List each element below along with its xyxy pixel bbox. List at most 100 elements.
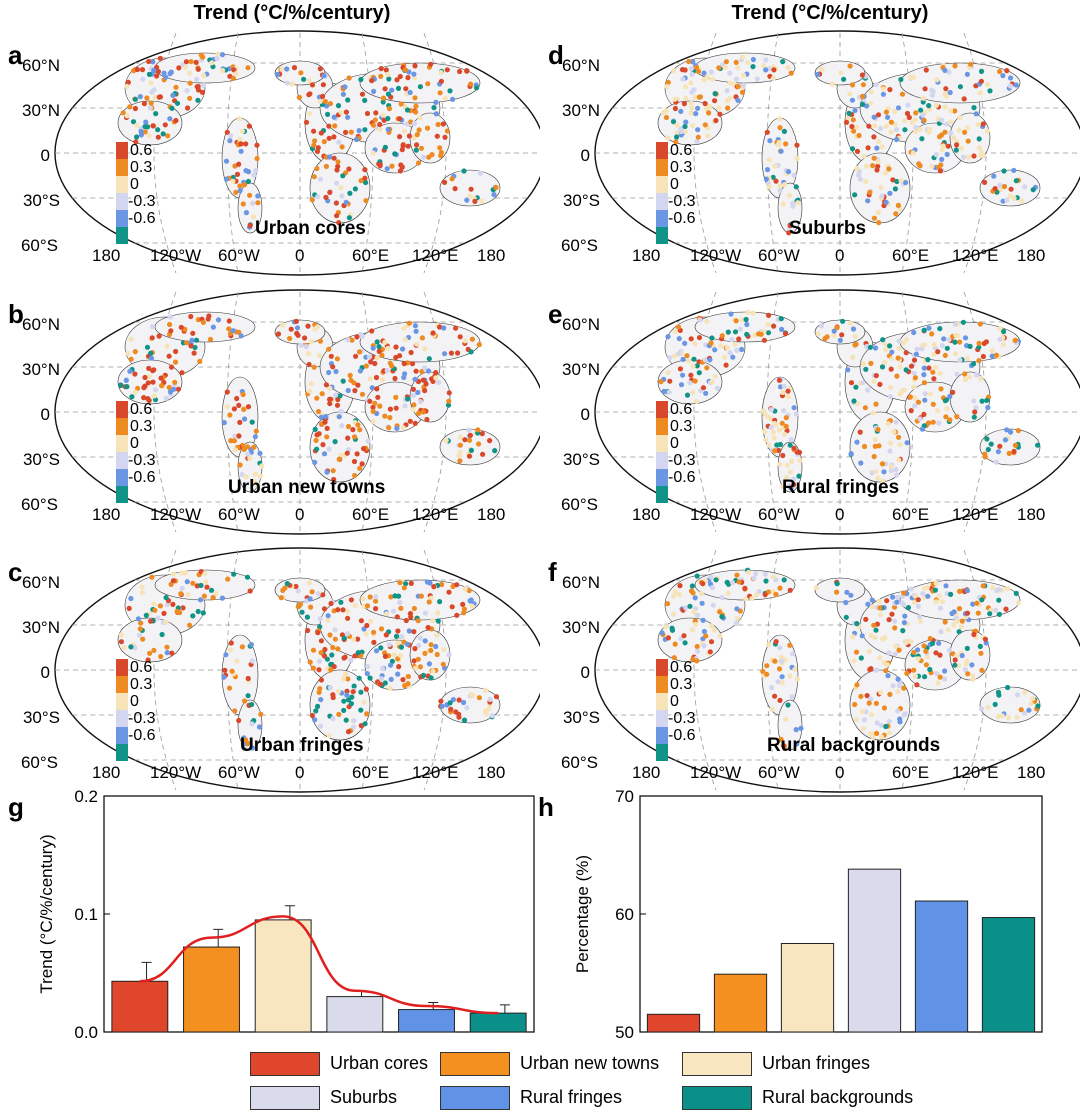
bar [183, 946, 240, 1033]
map-title: Urban fringes [240, 735, 364, 756]
station-dot [681, 101, 687, 107]
station-dot [125, 79, 131, 85]
station-dot [314, 165, 320, 172]
station-dot [784, 462, 790, 468]
station-dot [862, 405, 868, 411]
station-dot [139, 584, 145, 590]
station-dot [179, 585, 185, 591]
station-dot [134, 122, 140, 128]
longitude-tick-label: 60°W [218, 505, 260, 524]
station-dot [252, 471, 259, 477]
panel-label-g: g [8, 792, 24, 822]
station-dot [417, 664, 423, 670]
station-dot [734, 572, 740, 578]
station-dot [905, 102, 911, 108]
station-dot [417, 84, 423, 90]
station-dot [278, 595, 284, 601]
station-dot [321, 139, 327, 145]
station-dot [305, 323, 311, 329]
station-dot [888, 366, 894, 372]
station-dot [791, 482, 797, 488]
station-dot [433, 370, 439, 376]
station-dot [918, 107, 924, 113]
station-dot [187, 95, 193, 101]
station-dot [658, 379, 664, 385]
panel-label-c: c [8, 557, 23, 587]
station-dot [778, 654, 784, 660]
longitude-tick-label: 60°E [352, 246, 390, 265]
station-dot [978, 376, 984, 382]
station-dot [976, 136, 982, 142]
world-map [54, 289, 540, 535]
station-dot [195, 87, 202, 93]
station-dot [145, 657, 151, 663]
station-dot [682, 123, 688, 130]
legend-label: Urban fringes [762, 1053, 871, 1073]
station-dot [736, 579, 742, 585]
station-dot [416, 410, 422, 416]
station-dot [192, 344, 198, 351]
station-dot [142, 123, 148, 130]
station-dot [332, 392, 339, 398]
station-dot [231, 571, 237, 577]
station-dot [230, 75, 236, 81]
plot-frame [103, 795, 535, 1033]
station-dot [437, 324, 443, 330]
station-dot [239, 644, 245, 650]
station-dot [926, 129, 932, 135]
station-dot [724, 579, 730, 585]
station-dot [426, 599, 432, 605]
station-dot [321, 451, 328, 457]
station-dot [190, 580, 196, 586]
station-dot [294, 325, 301, 331]
y-axis-label: Trend (°C/%/century) [37, 834, 56, 993]
station-dot [163, 595, 169, 601]
station-dot [843, 614, 849, 620]
station-dot [193, 59, 199, 65]
bar [914, 900, 969, 1033]
station-dot [243, 474, 249, 480]
station-dot [858, 655, 864, 661]
colorbar-label: -0.3 [668, 193, 696, 210]
station-dot [479, 431, 485, 437]
station-dot [700, 617, 706, 623]
station-dot [933, 650, 939, 656]
station-dot [995, 689, 1002, 695]
station-dot [422, 346, 428, 352]
station-dot [896, 434, 902, 440]
station-dot [474, 85, 480, 91]
station-dot [202, 571, 208, 577]
station-dot [369, 328, 375, 334]
station-dot [763, 437, 769, 443]
station-dot [336, 711, 342, 717]
station-dot [132, 105, 138, 112]
station-dot [783, 415, 789, 421]
station-dot [987, 88, 993, 94]
station-dot [316, 658, 323, 664]
station-dot [404, 641, 410, 647]
station-dot [851, 128, 857, 134]
station-dot [317, 66, 323, 72]
station-dot [340, 378, 346, 384]
colorbar [116, 659, 128, 761]
latitude-tick-label: 30°S [22, 450, 60, 469]
station-dot [138, 128, 144, 135]
station-dot [708, 639, 715, 645]
station-dot [694, 138, 700, 144]
station-dot [859, 72, 865, 78]
station-dot [952, 662, 958, 668]
station-dot [377, 403, 383, 409]
station-dot [890, 683, 896, 689]
station-dot [468, 349, 474, 355]
station-dot [136, 632, 142, 638]
latitude-tick-label: 30°S [22, 191, 60, 210]
station-dot [140, 76, 146, 82]
station-dot [707, 104, 713, 110]
longitude-tick-label: 0 [295, 763, 305, 782]
station-dot [349, 337, 355, 343]
station-dot [410, 386, 416, 392]
station-dot [293, 318, 299, 324]
colorbar-label: -0.3 [128, 193, 156, 210]
station-dot [979, 398, 985, 404]
station-dot [672, 105, 678, 112]
